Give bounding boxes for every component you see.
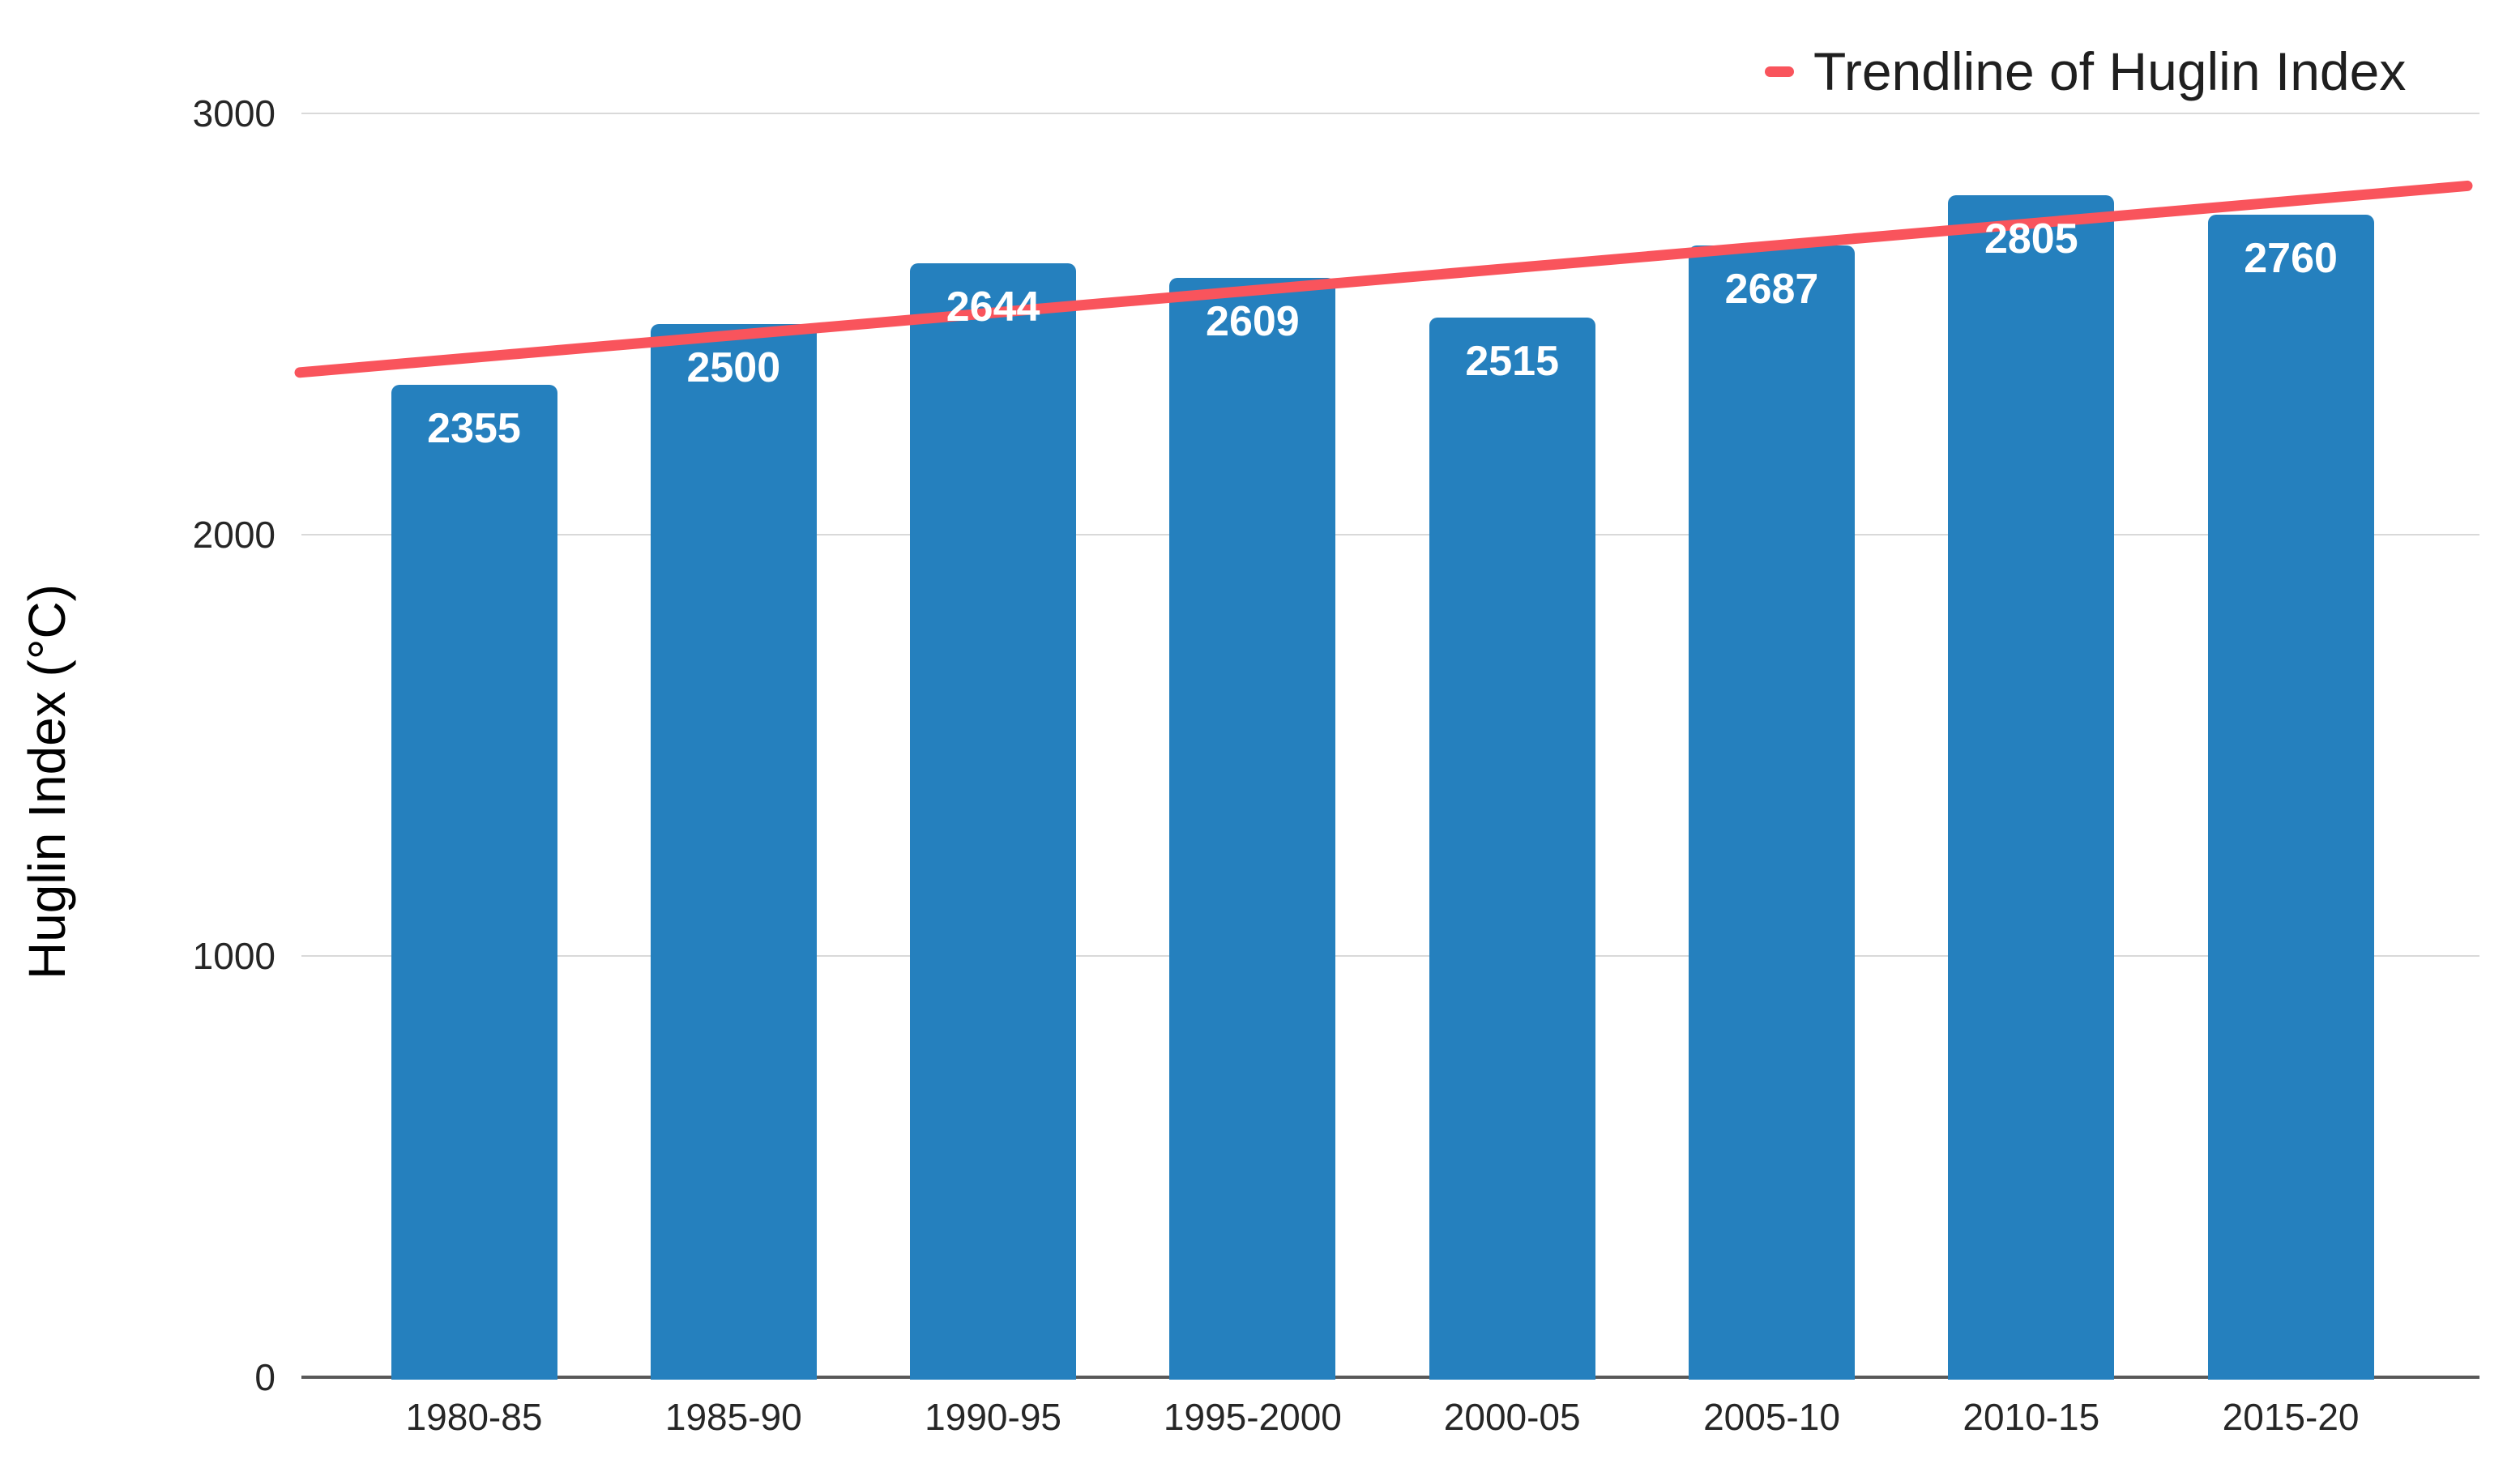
y-tick-label: 0 — [254, 1356, 275, 1398]
bar-1980-85 — [391, 385, 557, 1380]
y-tick-label: 2000 — [192, 514, 275, 556]
bar-value-label: 2355 — [427, 405, 521, 453]
x-tick-label: 2015-20 — [2222, 1396, 2360, 1438]
bar-value-label: 2515 — [1465, 338, 1560, 386]
gridline-1000 — [301, 955, 2479, 957]
gridline-3000 — [301, 113, 2479, 114]
bar-value-label: 2644 — [946, 284, 1040, 331]
x-tick-label: 1985-90 — [664, 1396, 802, 1438]
bar-2005-10 — [1689, 245, 1855, 1380]
bar-1990-95 — [910, 263, 1077, 1380]
bar-value-label: 2687 — [1724, 265, 1819, 313]
x-tick-label: 1995-2000 — [1163, 1396, 1342, 1438]
bar-value-label: 2760 — [2244, 234, 2338, 282]
trendline-legend-dash-icon — [1765, 66, 1794, 77]
x-tick-label: 2005-10 — [1703, 1396, 1840, 1438]
x-tick-label: 1990-95 — [925, 1396, 1062, 1438]
bar-value-label: 2609 — [1206, 298, 1300, 346]
bar-1985-90 — [650, 324, 817, 1380]
bar-2010-15 — [1948, 195, 2115, 1380]
legend-label: Trendline of Huglin Index — [1813, 41, 2407, 101]
legend: Trendline of Huglin Index — [1765, 39, 2406, 104]
bar-value-label: 2805 — [1984, 215, 2078, 263]
x-tick-label: 2010-15 — [1963, 1396, 2100, 1438]
x-tick-label: 1980-85 — [405, 1396, 543, 1438]
x-axis-line — [301, 1376, 2479, 1379]
trendline — [294, 180, 2473, 378]
y-tick-label: 1000 — [192, 935, 275, 977]
y-tick-label: 3000 — [192, 92, 275, 134]
gridline-2000 — [301, 534, 2479, 535]
bar-2015-20 — [2207, 214, 2374, 1380]
x-tick-label: 2000-05 — [1443, 1396, 1581, 1438]
bar-value-label: 2500 — [686, 344, 781, 391]
bar-1995-2000 — [1169, 278, 1336, 1380]
bar-2000-05 — [1429, 318, 1595, 1380]
